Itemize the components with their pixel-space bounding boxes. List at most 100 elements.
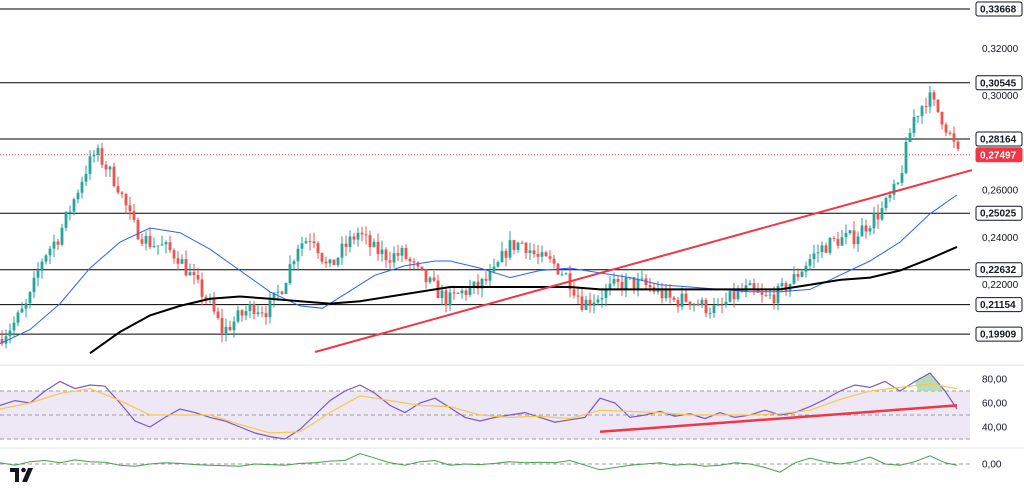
y-tick-label: 0,30000 [982, 91, 1019, 102]
candle-body [900, 173, 904, 183]
candle-body [356, 232, 360, 240]
candle-body [684, 293, 688, 302]
candle-body [932, 92, 936, 100]
y-tick-label: 0,32000 [982, 44, 1019, 55]
candle-body [280, 291, 284, 295]
candle-body [728, 291, 732, 302]
candle-body [852, 230, 856, 245]
rsi-ma-line [0, 383, 958, 434]
candle-body [504, 250, 508, 258]
candle-body [700, 299, 704, 306]
candle-body [784, 283, 788, 292]
candle-body [840, 237, 844, 246]
candle-body [140, 239, 144, 244]
level-tag-box [975, 75, 1023, 91]
candle-body [392, 253, 396, 263]
candle-body [912, 117, 916, 133]
candle-body [176, 258, 180, 264]
candle-body [868, 228, 872, 232]
level-tag-text: 0,25025 [980, 209, 1017, 220]
candle-body [340, 243, 344, 258]
candle-body [108, 166, 112, 170]
candle-body [616, 278, 620, 282]
level-tag-box [975, 262, 1023, 278]
candle-body [148, 235, 152, 248]
candle-body [752, 283, 756, 290]
candle-body [56, 241, 60, 245]
candle-body [120, 192, 124, 194]
candle-body [648, 285, 652, 288]
candle-body [116, 186, 120, 193]
candle-body [560, 274, 564, 276]
candle-body [872, 213, 876, 229]
candle-body [420, 266, 424, 270]
candle-body [256, 312, 260, 315]
candle-body [184, 259, 188, 276]
candle-body [588, 299, 592, 306]
price-axis: 0,32000 0,30000 0,26000 0,24000 0,22000 80,00… [0, 1, 1024, 471]
candle-body [880, 208, 884, 220]
candle-body [540, 252, 544, 257]
candle-body [696, 303, 700, 306]
candle-body [344, 243, 348, 247]
level-price-tag: 0,19909 [975, 326, 1023, 342]
candle-body [300, 243, 304, 249]
candle-body [508, 240, 512, 258]
candle-body [412, 261, 416, 263]
rsi-trendline [599, 404, 958, 434]
candle-body [328, 259, 332, 264]
candle-body [828, 237, 832, 253]
candle-body [664, 289, 668, 299]
candle-body [332, 259, 336, 266]
candle-body [432, 277, 436, 281]
candle-body [704, 299, 708, 314]
candle-body [548, 256, 552, 259]
candle-body [448, 292, 452, 306]
candle-body [128, 205, 132, 212]
candle-body [524, 242, 528, 253]
candle-body [600, 298, 604, 300]
candle-body [864, 225, 868, 232]
candles [0, 86, 960, 349]
candle-body [484, 278, 488, 281]
moving-average-200 [89, 245, 958, 355]
candle-body [96, 148, 100, 155]
candle-body [832, 237, 836, 239]
rsi-line [0, 372, 958, 440]
candle-body [780, 283, 784, 287]
candle-body [456, 292, 460, 294]
candle-body [264, 313, 268, 318]
candle-body [284, 283, 288, 295]
candle-body [692, 303, 696, 306]
candle-body [416, 262, 420, 267]
candle-body [32, 277, 36, 293]
candle-body [400, 247, 404, 256]
candle-body [312, 241, 316, 244]
candle-body [200, 279, 204, 297]
candle-body [952, 133, 956, 142]
candle-body [36, 270, 40, 278]
level-tag-box [975, 131, 1023, 147]
candle-body [164, 242, 168, 245]
candle-body [860, 225, 864, 237]
level-tag-text: 0,33668 [980, 5, 1017, 16]
candle-body [772, 294, 776, 304]
candle-body [892, 183, 896, 195]
candle-body [0, 339, 4, 344]
candle-body [88, 156, 92, 174]
candle-body [564, 273, 568, 275]
candle-body [152, 246, 156, 248]
candle-body [324, 261, 328, 264]
candle-body [428, 277, 432, 283]
candle-body [16, 312, 20, 323]
candle-body [268, 300, 272, 318]
candle-body [836, 238, 840, 246]
candle-body [844, 233, 848, 238]
candle-body [192, 272, 196, 276]
candle-body [572, 289, 576, 296]
candle-body [896, 182, 900, 184]
candle-body [48, 248, 52, 256]
candle-body [760, 292, 764, 295]
candle-body [480, 278, 484, 289]
